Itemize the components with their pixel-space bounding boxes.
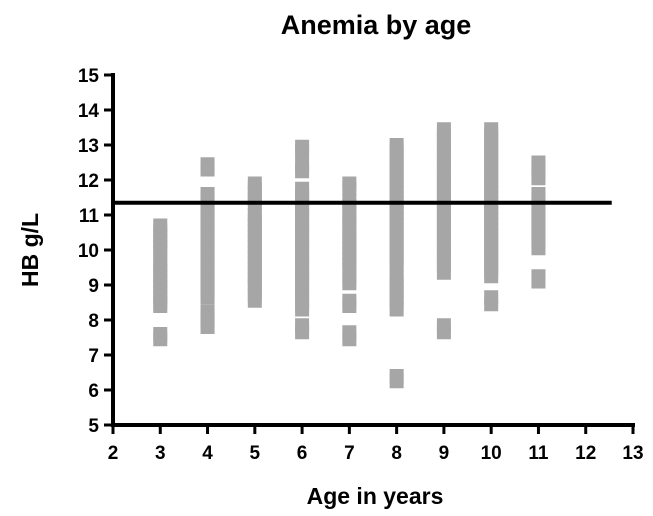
data-point-96 bbox=[295, 325, 310, 340]
y-tick-label-5: 10 bbox=[78, 241, 99, 262]
data-point-19 bbox=[200, 162, 215, 177]
data-point-210 bbox=[484, 269, 499, 284]
y-tick-label-4: 9 bbox=[88, 276, 99, 297]
data-point-66 bbox=[247, 293, 262, 308]
y-tick-label-6: 11 bbox=[79, 206, 100, 227]
x-tick-label-7: 9 bbox=[439, 443, 450, 464]
data-point-229 bbox=[531, 274, 546, 289]
y-tick-label-7: 12 bbox=[78, 171, 99, 192]
data-point-114 bbox=[342, 276, 357, 291]
x-tick-label-8: 10 bbox=[481, 443, 502, 464]
axes: 5 6 7 8 9 10 11 12 13 14 15 2 3 4 5 6 7 8 9 10 11 12 13 bbox=[78, 66, 644, 464]
chart-title: Anemia by age bbox=[281, 10, 472, 40]
x-tick-label-1: 3 bbox=[155, 443, 166, 464]
y-tick-label-3: 8 bbox=[88, 311, 99, 332]
x-tick-label-2: 4 bbox=[202, 443, 213, 464]
y-tick-label-9: 14 bbox=[78, 101, 100, 122]
data-point-216 bbox=[531, 171, 546, 186]
y-tick-label-8: 13 bbox=[78, 136, 99, 157]
data-point-98 bbox=[342, 181, 357, 196]
data-point-15 bbox=[153, 299, 168, 313]
data-point-212 bbox=[484, 297, 499, 312]
x-tick-label-9: 11 bbox=[528, 443, 549, 464]
data-point-44 bbox=[200, 320, 215, 334]
x-tick-label-5: 7 bbox=[344, 443, 355, 464]
data-point-181 bbox=[436, 325, 451, 340]
y-tick-label-10: 15 bbox=[78, 66, 100, 87]
y-tick-label-1: 6 bbox=[88, 381, 99, 402]
data-point-151 bbox=[389, 374, 404, 389]
data-point-179 bbox=[436, 265, 451, 280]
y-tick-label-0: 5 bbox=[88, 416, 99, 437]
data-point-40 bbox=[200, 290, 215, 305]
x-axis-label: Age in years bbox=[307, 483, 444, 509]
data-point-68 bbox=[295, 145, 310, 159]
x-tick-label-11: 13 bbox=[622, 443, 643, 464]
y-axis-label: HB g/L bbox=[17, 213, 43, 287]
x-tick-label-0: 2 bbox=[108, 443, 119, 464]
y-tick-label-2: 7 bbox=[88, 346, 99, 367]
x-tick-label-6: 8 bbox=[391, 443, 402, 464]
x-tick-label-4: 6 bbox=[297, 443, 308, 464]
data-point-94 bbox=[295, 302, 310, 317]
x-tick-label-3: 5 bbox=[250, 443, 261, 464]
data-point-70 bbox=[295, 164, 310, 179]
data-point-116 bbox=[342, 299, 357, 313]
x-tick-label-10: 12 bbox=[575, 443, 596, 464]
data-point-149 bbox=[389, 302, 404, 317]
data-point-17 bbox=[153, 332, 168, 347]
data-points bbox=[153, 122, 546, 389]
data-point-118 bbox=[342, 332, 357, 347]
data-point-227 bbox=[531, 241, 546, 256]
